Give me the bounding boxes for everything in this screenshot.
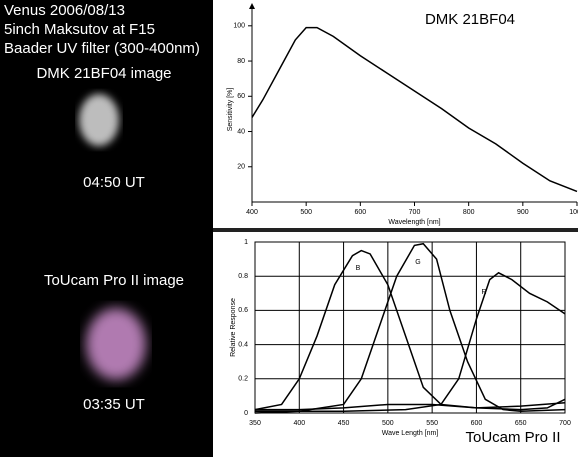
data-line <box>251 26 578 193</box>
y-tick-label: 40 <box>237 128 245 135</box>
y-axis-label: Sensitivity [%] <box>227 88 234 132</box>
data-line <box>254 249 566 411</box>
x-tick-label: 400 <box>246 209 258 216</box>
series-label: G <box>415 259 420 266</box>
x-tick-label: 900 <box>517 209 529 216</box>
x-tick-label: 800 <box>463 209 475 216</box>
x-tick-label: 500 <box>382 420 394 427</box>
x-tick-label: 350 <box>249 420 261 427</box>
x-tick-label: 650 <box>515 420 527 427</box>
panel-line: Baader UV filter (300-400nm) <box>4 40 200 57</box>
x-tick-label: 550 <box>426 420 438 427</box>
chart-title: ToUcam Pro II <box>465 429 560 446</box>
caption: ToUcam Pro II image <box>44 272 184 289</box>
venus-image <box>79 94 119 146</box>
y-tick-label: 0.4 <box>238 341 248 348</box>
x-axis-label: Wavelength [nm] <box>388 219 440 226</box>
x-tick-label: 600 <box>471 420 483 427</box>
y-tick-label: 100 <box>233 23 245 30</box>
y-tick-label: 20 <box>237 164 245 171</box>
x-axis-label: Wave Length [nm] <box>382 430 439 437</box>
axis-arrow <box>249 3 255 9</box>
data-line <box>255 271 566 413</box>
y-tick-label: 0 <box>244 410 248 417</box>
y-tick-label: 0.6 <box>238 307 248 314</box>
chart-title: DMK 21BF04 <box>425 11 515 28</box>
venus-image <box>86 308 146 380</box>
data-line <box>254 242 566 414</box>
data-line <box>255 401 566 411</box>
divider <box>213 228 578 232</box>
x-tick-label: 1000 <box>569 209 578 216</box>
x-tick-label: 400 <box>293 420 305 427</box>
y-tick-label: 0.8 <box>238 273 248 280</box>
x-tick-label: 700 <box>559 420 571 427</box>
y-tick-label: 0.2 <box>238 376 248 383</box>
x-tick-label: 600 <box>354 209 366 216</box>
x-tick-label: 500 <box>300 209 312 216</box>
caption: DMK 21BF04 image <box>36 65 171 82</box>
y-axis-label: Relative Response <box>230 298 237 357</box>
x-tick-label: 700 <box>409 209 421 216</box>
y-tick-label: 80 <box>237 58 245 65</box>
y-tick-label: 1 <box>244 239 248 246</box>
series-label: B <box>356 265 361 272</box>
caption: 03:35 UT <box>83 396 145 413</box>
series-label: R <box>481 289 486 296</box>
caption: 04:50 UT <box>83 174 145 191</box>
panel-line: Venus 2006/08/13 <box>4 2 125 19</box>
x-tick-label: 450 <box>338 420 350 427</box>
y-tick-label: 60 <box>237 93 245 100</box>
panel-line: 5inch Maksutov at F15 <box>4 21 155 38</box>
image-panel <box>0 0 213 457</box>
